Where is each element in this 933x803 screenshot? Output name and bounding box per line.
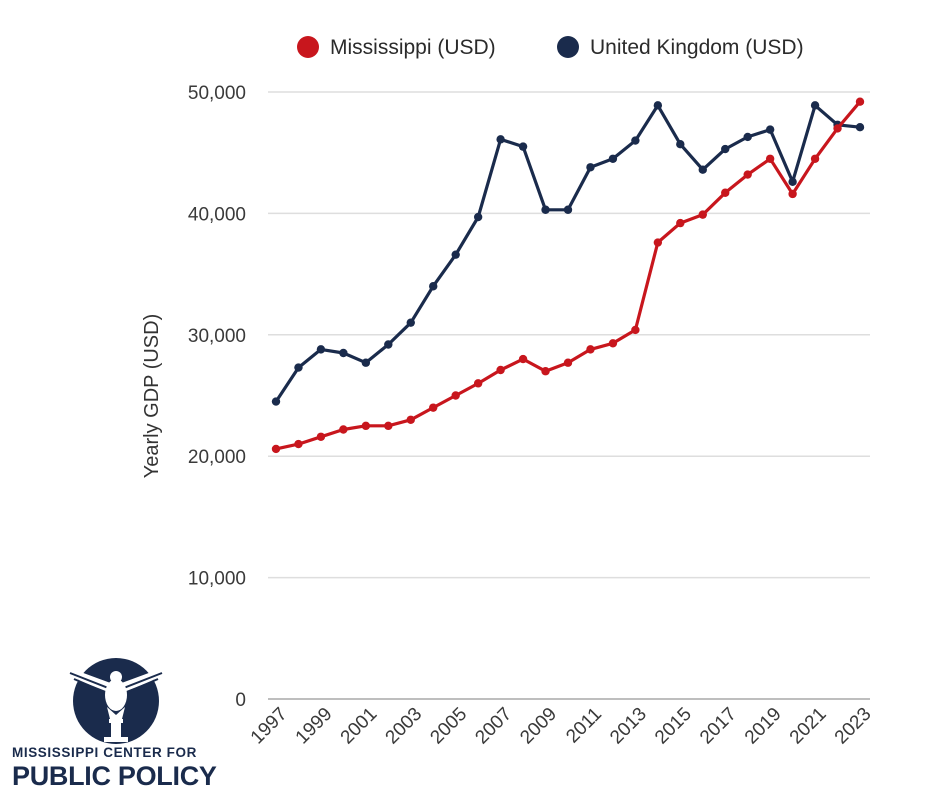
x-axis-ticks: 1997 1999 2001 2003 2005 2007 2009 2011 2013 2015… [247, 704, 876, 749]
legend-swatch [297, 36, 319, 58]
x-tick-label: 2015 [651, 704, 696, 749]
data-point [271, 397, 281, 406]
data-point [361, 358, 371, 367]
x-tick-label: 2013 [606, 704, 651, 749]
x-tick-label: 2007 [471, 704, 516, 749]
series-group [271, 101, 865, 406]
data-point [765, 154, 775, 163]
data-point [586, 345, 595, 354]
data-point [788, 189, 797, 199]
data-point [833, 124, 842, 133]
data-point [518, 142, 528, 151]
data-point [563, 205, 573, 214]
series-group [271, 97, 865, 454]
x-tick-label: 2019 [741, 704, 786, 749]
logo-text-top: MISSISSIPPI CENTER FOR [12, 745, 197, 760]
data-point [451, 250, 460, 259]
data-point [361, 421, 371, 431]
data-point [496, 135, 505, 144]
data-point [810, 101, 820, 110]
series-line [274, 103, 862, 404]
data-point [721, 144, 730, 154]
y-tick-label: 0 [235, 690, 246, 711]
data-point [384, 421, 393, 431]
data-point [676, 218, 685, 228]
data-point [316, 345, 326, 354]
data-point [698, 165, 707, 174]
x-tick-label: 2011 [562, 704, 606, 748]
data-point [608, 339, 618, 348]
data-point [451, 391, 460, 400]
data-point [339, 425, 348, 434]
y-axis-ticks: 0 10,000 20,000 30,000 40,000 50,000 [188, 83, 246, 711]
chart-legend: Mississippi (USD) United Kingdom (USD) [297, 36, 804, 59]
eagle-seal-icon [67, 658, 165, 744]
legend-label: United Kingdom (USD) [590, 36, 804, 59]
data-point [496, 365, 505, 375]
data-point [586, 163, 595, 172]
data-point [563, 358, 573, 367]
data-point [294, 363, 303, 372]
x-tick-label: 2001 [337, 704, 382, 749]
chart-series [271, 97, 865, 454]
legend-swatch [557, 36, 579, 58]
data-point [541, 367, 550, 376]
series-line [274, 100, 862, 451]
data-point [855, 97, 865, 106]
data-point [743, 170, 752, 179]
data-point [406, 318, 415, 327]
y-tick-label: 40,000 [188, 204, 246, 225]
data-point [541, 205, 550, 214]
x-tick-label: 1999 [292, 704, 337, 749]
x-tick-label: 2017 [696, 704, 741, 749]
data-point [518, 354, 528, 364]
x-tick-label: 2003 [382, 704, 427, 749]
data-point [406, 415, 415, 424]
x-tick-label: 2009 [516, 704, 561, 749]
data-point [810, 154, 820, 163]
y-axis-title: Yearly GDP (USD) [141, 314, 163, 479]
y-tick-label: 50,000 [188, 83, 246, 104]
logo-text-bottom: PUBLIC POLICY [12, 761, 217, 791]
data-point [631, 136, 640, 145]
data-point [429, 403, 438, 412]
legend-item: Mississippi (USD) [297, 36, 496, 59]
y-tick-label: 10,000 [188, 569, 246, 590]
data-point [721, 188, 730, 197]
data-point [698, 210, 707, 219]
data-point [294, 439, 303, 449]
x-tick-label: 2005 [426, 704, 471, 749]
data-point [653, 238, 663, 247]
data-point [631, 325, 640, 335]
data-point [429, 282, 438, 291]
data-point [743, 132, 752, 142]
x-tick-label: 2021 [786, 704, 831, 749]
data-point [653, 101, 663, 110]
data-point [473, 379, 483, 388]
chart-gridlines [268, 91, 870, 700]
data-point [676, 140, 685, 149]
data-point [316, 432, 326, 441]
data-point [855, 123, 865, 132]
data-point [384, 340, 393, 349]
data-point [765, 125, 775, 134]
data-point [473, 212, 483, 222]
data-point [339, 348, 348, 358]
x-tick-label: 2023 [831, 704, 876, 749]
y-tick-label: 30,000 [188, 326, 246, 347]
data-point [271, 444, 281, 454]
data-point [788, 177, 797, 187]
y-tick-label: 20,000 [188, 447, 246, 468]
x-tick-label: 1997 [247, 704, 292, 749]
organization-logo: MISSISSIPPI CENTER FOR PUBLIC POLICY [12, 655, 227, 795]
data-point [608, 154, 618, 163]
legend-item: United Kingdom (USD) [557, 36, 804, 59]
legend-label: Mississippi (USD) [330, 36, 496, 59]
